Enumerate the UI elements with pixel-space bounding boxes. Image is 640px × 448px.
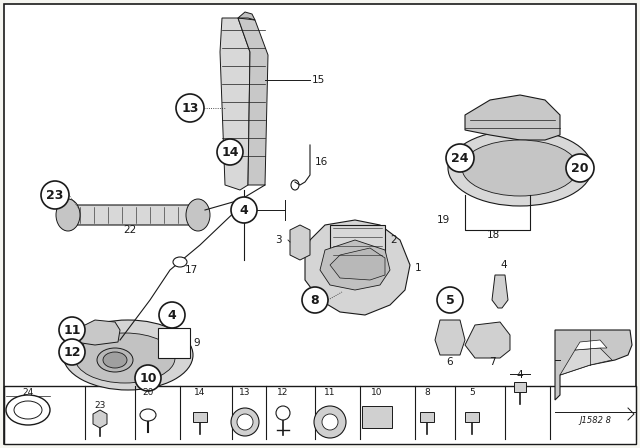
Text: 6: 6 (447, 357, 453, 367)
Text: 19: 19 (436, 215, 450, 225)
Polygon shape (75, 320, 120, 345)
Circle shape (41, 181, 69, 209)
Circle shape (566, 154, 594, 182)
Text: 11: 11 (324, 388, 336, 396)
Text: 5: 5 (445, 293, 454, 306)
Ellipse shape (140, 409, 156, 421)
Text: 1: 1 (415, 263, 422, 273)
Text: 9: 9 (193, 338, 200, 348)
Text: 20: 20 (142, 388, 154, 396)
Circle shape (302, 287, 328, 313)
Polygon shape (555, 330, 632, 400)
Bar (330, 225, 385, 265)
Polygon shape (305, 220, 410, 315)
Polygon shape (238, 12, 255, 20)
Text: 10: 10 (140, 371, 157, 384)
Circle shape (446, 144, 474, 172)
Polygon shape (465, 95, 560, 140)
Text: 13: 13 (239, 388, 251, 396)
Text: 23: 23 (46, 189, 64, 202)
Text: 12: 12 (277, 388, 289, 396)
Text: 14: 14 (221, 146, 239, 159)
Circle shape (59, 317, 85, 343)
Polygon shape (465, 322, 510, 358)
Ellipse shape (314, 406, 346, 438)
Text: 4: 4 (239, 203, 248, 216)
Circle shape (217, 139, 243, 165)
Ellipse shape (103, 352, 127, 368)
Text: 24: 24 (451, 151, 468, 164)
Text: 8: 8 (424, 388, 430, 396)
Text: 13: 13 (181, 102, 198, 115)
Ellipse shape (63, 320, 193, 390)
Ellipse shape (14, 401, 42, 419)
Polygon shape (435, 320, 465, 355)
Text: 14: 14 (195, 388, 205, 396)
Text: 2: 2 (390, 235, 397, 245)
Text: 16: 16 (315, 157, 328, 167)
Bar (362, 406, 392, 428)
Circle shape (176, 94, 204, 122)
Polygon shape (420, 412, 434, 422)
Ellipse shape (186, 199, 210, 231)
Text: 20: 20 (572, 161, 589, 175)
Polygon shape (93, 410, 107, 428)
Polygon shape (320, 240, 390, 290)
Text: J1582 8: J1582 8 (579, 415, 611, 425)
Polygon shape (290, 225, 310, 260)
Text: 4: 4 (516, 370, 524, 380)
Text: 23: 23 (94, 401, 106, 409)
Ellipse shape (231, 408, 259, 436)
Ellipse shape (291, 180, 299, 190)
Text: 11: 11 (63, 323, 81, 336)
Polygon shape (492, 275, 508, 308)
Ellipse shape (75, 333, 175, 383)
Text: 12: 12 (63, 345, 81, 358)
Text: 5: 5 (469, 388, 475, 396)
Polygon shape (193, 412, 207, 422)
Text: 18: 18 (487, 230, 500, 240)
Text: 4: 4 (168, 309, 177, 322)
Ellipse shape (322, 414, 338, 430)
Polygon shape (575, 340, 607, 350)
Text: 3: 3 (275, 235, 282, 245)
Text: 22: 22 (124, 225, 136, 235)
Circle shape (231, 197, 257, 223)
Circle shape (437, 287, 463, 313)
Polygon shape (465, 412, 479, 422)
Circle shape (59, 339, 85, 365)
Text: 4: 4 (500, 260, 507, 270)
Bar (158, 328, 190, 358)
Polygon shape (238, 18, 268, 185)
Polygon shape (560, 348, 612, 375)
Ellipse shape (97, 348, 133, 372)
Ellipse shape (448, 130, 592, 206)
Text: 8: 8 (310, 293, 319, 306)
Text: 17: 17 (185, 265, 198, 275)
Ellipse shape (237, 414, 253, 430)
Polygon shape (514, 382, 526, 392)
Polygon shape (220, 18, 250, 190)
Polygon shape (60, 205, 205, 225)
Text: 15: 15 (312, 75, 325, 85)
Circle shape (159, 302, 185, 328)
Ellipse shape (276, 406, 290, 420)
Ellipse shape (6, 395, 50, 425)
Ellipse shape (56, 199, 80, 231)
Polygon shape (330, 248, 385, 280)
Bar (4, 386, 636, 444)
Ellipse shape (173, 257, 187, 267)
Text: 24: 24 (22, 388, 34, 396)
Text: 7: 7 (489, 357, 495, 367)
Ellipse shape (462, 140, 578, 196)
Text: 10: 10 (371, 388, 383, 396)
Circle shape (135, 365, 161, 391)
